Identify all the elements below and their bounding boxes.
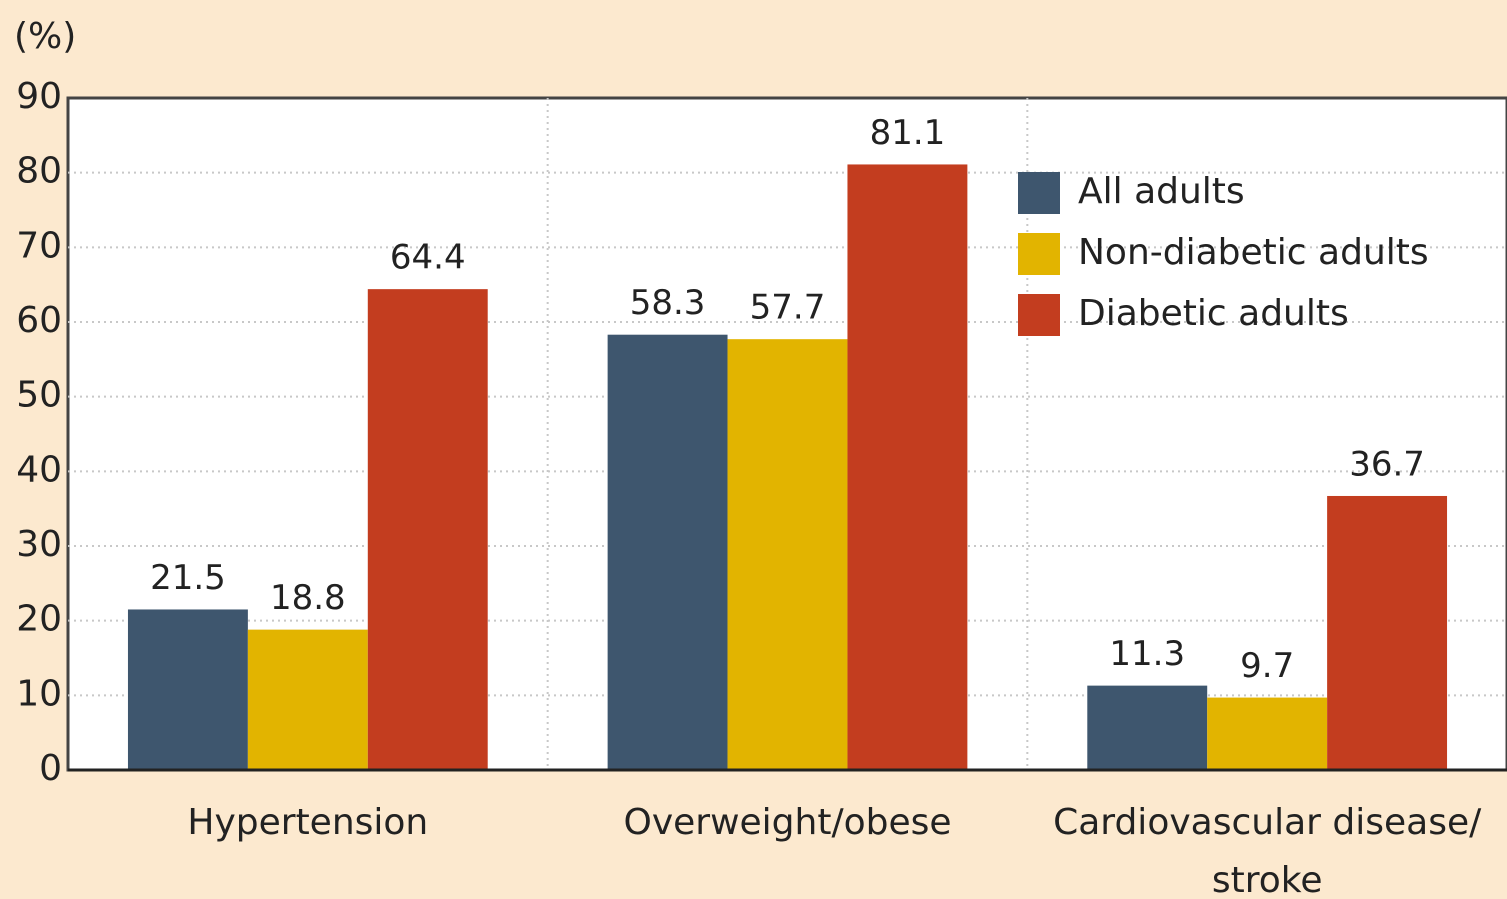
y-tick-label: 50 xyxy=(16,375,62,416)
bar xyxy=(727,339,848,770)
bar xyxy=(247,629,368,770)
y-tick-label: 20 xyxy=(16,599,62,640)
y-tick-label: 30 xyxy=(16,524,62,565)
x-tick-label: Hypertension xyxy=(187,802,428,843)
data-label: 64.4 xyxy=(390,238,466,278)
y-axis-label: (%) xyxy=(14,16,76,57)
y-tick-label: 0 xyxy=(39,748,62,789)
y-tick-label: 90 xyxy=(16,76,62,117)
y-tick-label: 80 xyxy=(16,151,62,192)
x-tick-label: Cardiovascular disease/stroke xyxy=(1053,802,1482,899)
bar xyxy=(367,289,488,770)
legend-label: Diabetic adults xyxy=(1078,293,1349,334)
y-tick-label: 40 xyxy=(16,449,62,490)
bar xyxy=(607,334,728,770)
data-label: 57.7 xyxy=(750,288,826,328)
legend-label: Non-diabetic adults xyxy=(1078,232,1429,273)
bar xyxy=(127,609,248,770)
y-tick-label: 70 xyxy=(16,225,62,266)
legend-swatch xyxy=(1018,294,1060,336)
data-label: 18.8 xyxy=(270,578,346,618)
data-label: 81.1 xyxy=(870,113,946,153)
bar xyxy=(847,164,968,770)
legend-swatch xyxy=(1018,233,1060,275)
x-tick-label: Overweight/obese xyxy=(623,802,951,843)
y-tick-label: 60 xyxy=(16,300,62,341)
legend-label: All adults xyxy=(1078,171,1245,212)
data-label: 21.5 xyxy=(150,558,226,598)
data-label: 36.7 xyxy=(1349,444,1425,484)
data-label: 11.3 xyxy=(1109,634,1185,674)
bar xyxy=(1087,685,1208,770)
y-tick-label: 10 xyxy=(16,673,62,714)
bar xyxy=(1327,495,1448,770)
data-label: 9.7 xyxy=(1240,646,1294,686)
legend-swatch xyxy=(1018,172,1060,214)
bar xyxy=(1207,697,1328,770)
data-label: 58.3 xyxy=(630,283,706,323)
